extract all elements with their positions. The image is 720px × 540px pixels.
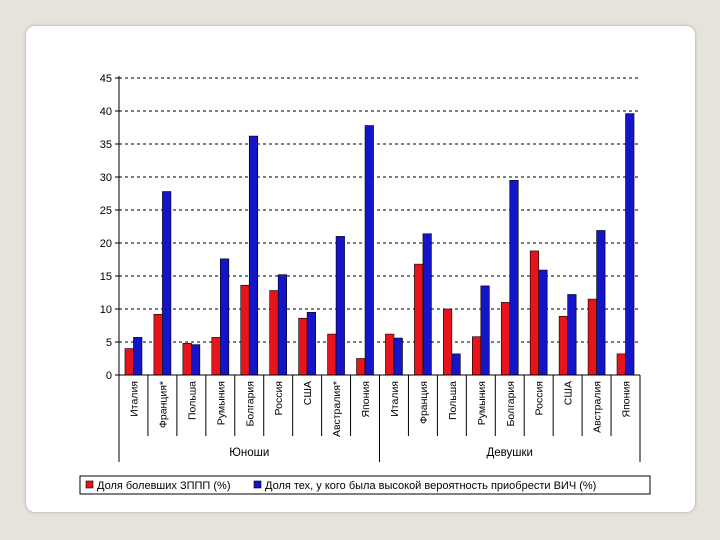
bar-hiv-risk bbox=[393, 337, 403, 376]
bar-stds bbox=[385, 333, 395, 376]
bar-stds bbox=[558, 315, 568, 376]
bar-chart: 0 5 10 15 20 25 30 35 40 45 Италия Франция* Польша Ру… bbox=[79, 73, 651, 495]
category-label: Польша bbox=[447, 381, 459, 420]
group-label: Юноши bbox=[229, 447, 269, 459]
category-label: Италия bbox=[128, 381, 140, 417]
bar-hiv-risk bbox=[191, 344, 201, 376]
bar-hiv-risk bbox=[422, 233, 432, 376]
bar-hiv-risk bbox=[162, 191, 172, 376]
bar-stds bbox=[472, 336, 482, 376]
category-label: Болгария bbox=[244, 381, 256, 426]
category-label: Польша bbox=[186, 381, 198, 420]
category-label: Австралия* bbox=[331, 381, 343, 437]
bar-hiv-risk bbox=[277, 274, 287, 376]
category-label: Россия bbox=[273, 381, 285, 415]
bar-hiv-risk bbox=[451, 353, 461, 376]
bar-hiv-risk bbox=[133, 337, 143, 376]
bar-stds bbox=[500, 302, 511, 376]
y-tick-label: 5 bbox=[106, 337, 112, 349]
bar-hiv-risk bbox=[220, 258, 230, 376]
y-tick-label: 20 bbox=[100, 238, 112, 250]
bar-hiv-risk bbox=[248, 135, 259, 376]
bar-stds bbox=[327, 333, 337, 376]
category-label: Япония bbox=[621, 381, 633, 417]
bar-stds bbox=[298, 317, 308, 376]
bar-stds bbox=[443, 308, 453, 376]
bar-stds bbox=[414, 263, 424, 376]
slide-panel: 0 5 10 15 20 25 30 35 40 45 Италия Франция* Польша Ру… bbox=[25, 25, 696, 513]
bar-stds bbox=[587, 298, 597, 376]
legend-box bbox=[79, 475, 651, 495]
legend-label-hiv-risk: Доля тех, у кого была высокой вероятност… bbox=[265, 480, 596, 492]
bar-hiv-risk bbox=[538, 269, 548, 376]
y-tick-label: 35 bbox=[100, 139, 112, 151]
category-label: Франция bbox=[418, 381, 430, 424]
category-label: Австралия bbox=[592, 381, 604, 433]
category-label: Япония bbox=[360, 381, 372, 417]
bar-hiv-risk bbox=[364, 125, 374, 376]
bar-stds bbox=[124, 348, 134, 376]
y-tick-label: 25 bbox=[100, 205, 112, 217]
bar-stds bbox=[356, 358, 366, 376]
category-label: Россия bbox=[534, 381, 546, 415]
y-tick-label: 40 bbox=[100, 106, 112, 118]
bar-hiv-risk bbox=[596, 230, 606, 376]
bar-hiv-risk bbox=[567, 294, 577, 376]
bar-stds bbox=[240, 284, 250, 376]
category-label: Франция* bbox=[157, 381, 169, 428]
y-tick-label: 10 bbox=[100, 304, 112, 316]
bar-hiv-risk bbox=[306, 311, 316, 376]
bar-stds bbox=[153, 313, 163, 376]
category-label: Болгария bbox=[505, 381, 517, 426]
group-label: Девушки bbox=[487, 447, 533, 459]
bar-hiv-risk bbox=[625, 113, 635, 376]
y-tick-label: 45 bbox=[100, 73, 112, 85]
legend-swatch-stds bbox=[85, 480, 94, 489]
category-label: Румыния bbox=[215, 381, 227, 425]
bar-hiv-risk bbox=[509, 180, 519, 376]
bar-stds bbox=[211, 337, 221, 376]
bar-stds bbox=[182, 343, 192, 376]
bar-hiv-risk bbox=[480, 285, 490, 376]
legend-swatch-hiv-risk bbox=[253, 480, 262, 489]
category-label: США bbox=[563, 381, 575, 405]
legend-label-stds: Доля болевших ЗППП (%) bbox=[97, 480, 231, 492]
bar-hiv-risk bbox=[335, 236, 345, 376]
category-label: Румыния bbox=[476, 381, 488, 425]
bar-stds bbox=[529, 250, 539, 376]
y-tick-label: 15 bbox=[100, 271, 112, 283]
category-label: Италия bbox=[389, 381, 401, 417]
bar-stds bbox=[616, 353, 626, 376]
bar-stds bbox=[269, 290, 279, 376]
y-tick-label: 0 bbox=[106, 370, 112, 382]
category-label: США bbox=[302, 381, 314, 405]
y-tick-label: 30 bbox=[100, 172, 112, 184]
